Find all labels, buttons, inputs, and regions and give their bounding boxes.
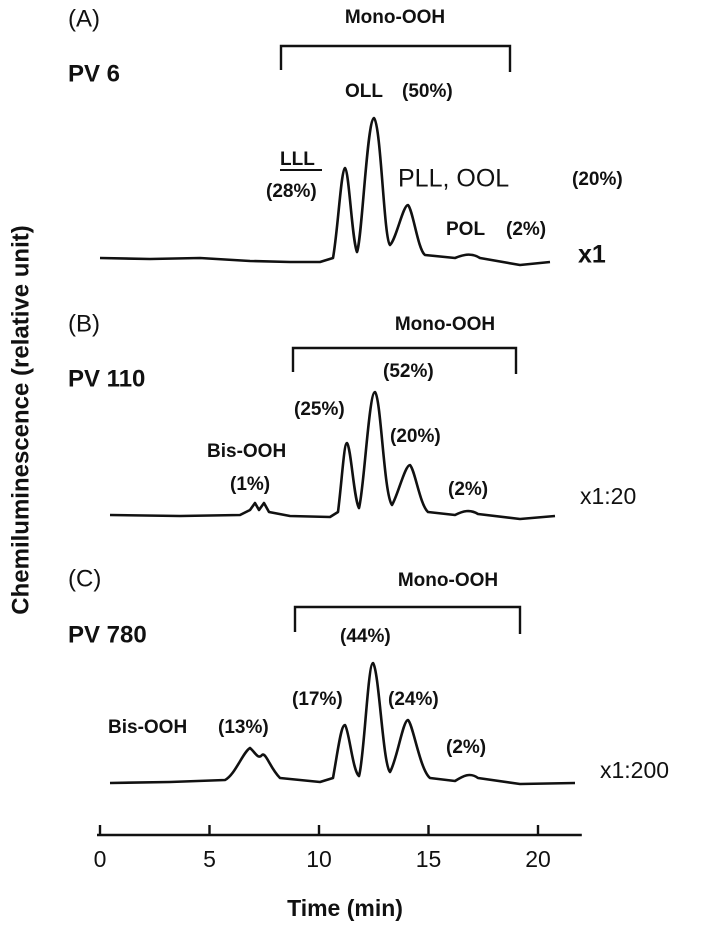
trace <box>99 116 551 267</box>
annotation: (44%) <box>340 626 391 647</box>
bracket <box>291 346 518 374</box>
annotation: Bis-OOH <box>108 717 187 738</box>
annotation: (2%) <box>446 737 486 758</box>
annotation: (28%) <box>266 181 317 202</box>
trace <box>109 390 556 521</box>
bracket-label: Mono-OOH <box>345 7 445 28</box>
bracket <box>293 605 522 634</box>
annotation: LLL <box>280 149 315 170</box>
bracket <box>279 44 512 72</box>
scale-label: x1:20 <box>580 483 636 509</box>
trace <box>109 661 576 786</box>
annotation: PLL, OOL <box>398 165 509 193</box>
annotation: OLL <box>345 81 383 102</box>
x-tick-label: 0 <box>94 846 107 872</box>
sample-label: PV 780 <box>68 621 147 648</box>
bracket-label: Mono-OOH <box>398 570 498 591</box>
y-axis-label: Chemiluminescence (relative unit) <box>7 225 34 614</box>
x-tick-label: 5 <box>203 846 216 872</box>
annotation: (17%) <box>292 689 343 710</box>
sample-label: PV 6 <box>68 60 120 87</box>
annotation: (2%) <box>506 219 546 240</box>
x-tick-label: 20 <box>525 846 551 872</box>
annotation: (20%) <box>572 169 623 190</box>
panel-label: (C) <box>68 565 101 592</box>
x-tick-label: 10 <box>306 846 332 872</box>
panel-label: (A) <box>68 5 100 32</box>
annotation: (52%) <box>383 361 434 382</box>
x-tick-label: 15 <box>416 846 442 872</box>
scale-label: x1 <box>578 241 606 269</box>
annotation: Bis-OOH <box>207 441 286 462</box>
scale-label: x1:200 <box>600 757 669 783</box>
sample-label: PV 110 <box>68 365 145 392</box>
annotation: (20%) <box>390 426 441 447</box>
annotation: (24%) <box>388 689 439 710</box>
annotation: (13%) <box>218 717 269 738</box>
annotation: (50%) <box>402 81 453 102</box>
annotation: (2%) <box>448 479 488 500</box>
annotation: POL <box>446 219 485 240</box>
bracket-label: Mono-OOH <box>395 314 495 335</box>
x-axis-label: Time (min) <box>287 895 403 921</box>
annotation: (25%) <box>294 399 345 420</box>
annotation: (1%) <box>230 474 270 495</box>
panel-label: (B) <box>68 310 100 337</box>
